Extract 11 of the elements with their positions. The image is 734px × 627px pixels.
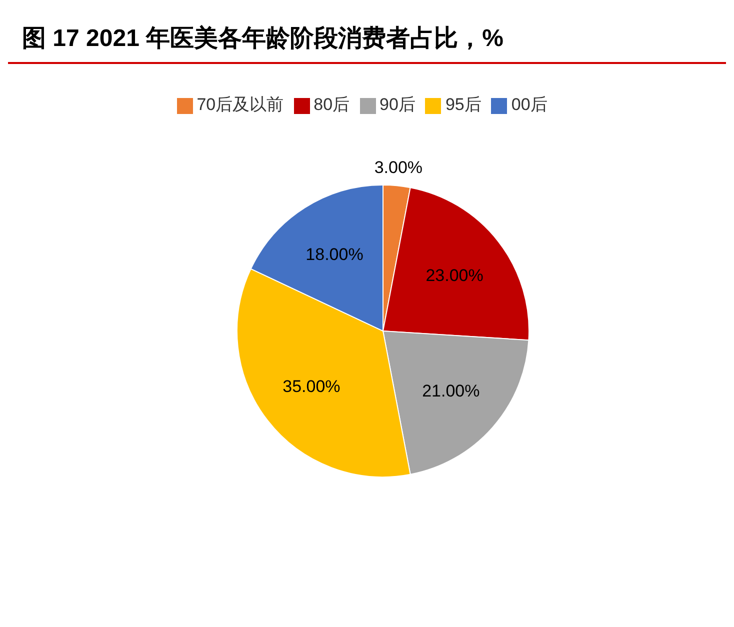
data-label: 3.00% (374, 158, 423, 178)
chart-title: 图 17 2021 年医美各年龄阶段消费者占比，% (8, 8, 726, 64)
legend-label: 95后 (445, 95, 482, 114)
data-label: 21.00% (422, 381, 480, 400)
legend-label: 70后及以前 (196, 95, 284, 114)
data-label: 23.00% (426, 266, 484, 286)
legend-label: 00后 (511, 95, 548, 114)
data-label: 35.00% (282, 376, 340, 396)
data-label: 18.00% (306, 245, 364, 264)
legend-label: 80后 (314, 95, 350, 114)
legend-label: 90后 (380, 95, 416, 114)
